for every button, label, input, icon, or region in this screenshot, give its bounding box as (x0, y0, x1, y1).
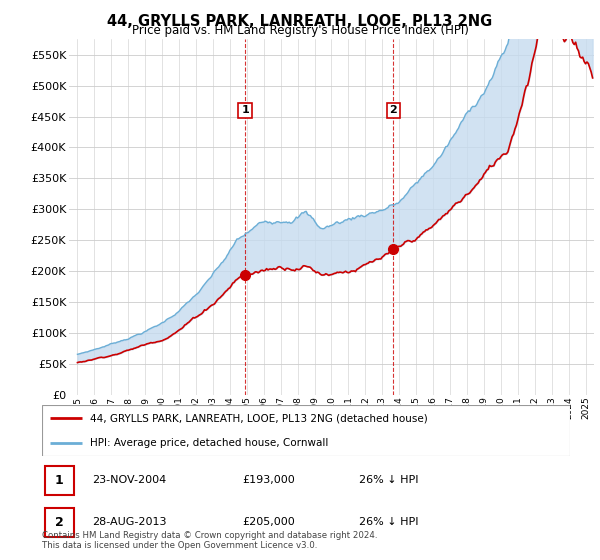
Text: 23-NOV-2004: 23-NOV-2004 (92, 475, 166, 485)
Text: 44, GRYLLS PARK, LANREATH, LOOE, PL13 2NG (detached house): 44, GRYLLS PARK, LANREATH, LOOE, PL13 2N… (89, 413, 427, 423)
Text: 2: 2 (55, 516, 64, 529)
Text: Contains HM Land Registry data © Crown copyright and database right 2024.
This d: Contains HM Land Registry data © Crown c… (42, 530, 377, 550)
Text: 2: 2 (389, 105, 397, 115)
Text: 44, GRYLLS PARK, LANREATH, LOOE, PL13 2NG: 44, GRYLLS PARK, LANREATH, LOOE, PL13 2N… (107, 14, 493, 29)
Text: HPI: Average price, detached house, Cornwall: HPI: Average price, detached house, Corn… (89, 438, 328, 448)
Bar (44, 465, 74, 495)
Text: £205,000: £205,000 (242, 517, 295, 527)
Text: Price paid vs. HM Land Registry's House Price Index (HPI): Price paid vs. HM Land Registry's House … (131, 24, 469, 37)
Text: 28-AUG-2013: 28-AUG-2013 (92, 517, 167, 527)
Text: 1: 1 (55, 474, 64, 487)
Text: 26% ↓ HPI: 26% ↓ HPI (359, 475, 418, 485)
Bar (44, 507, 74, 537)
Text: 1: 1 (241, 105, 249, 115)
Text: £193,000: £193,000 (242, 475, 295, 485)
Text: 26% ↓ HPI: 26% ↓ HPI (359, 517, 418, 527)
